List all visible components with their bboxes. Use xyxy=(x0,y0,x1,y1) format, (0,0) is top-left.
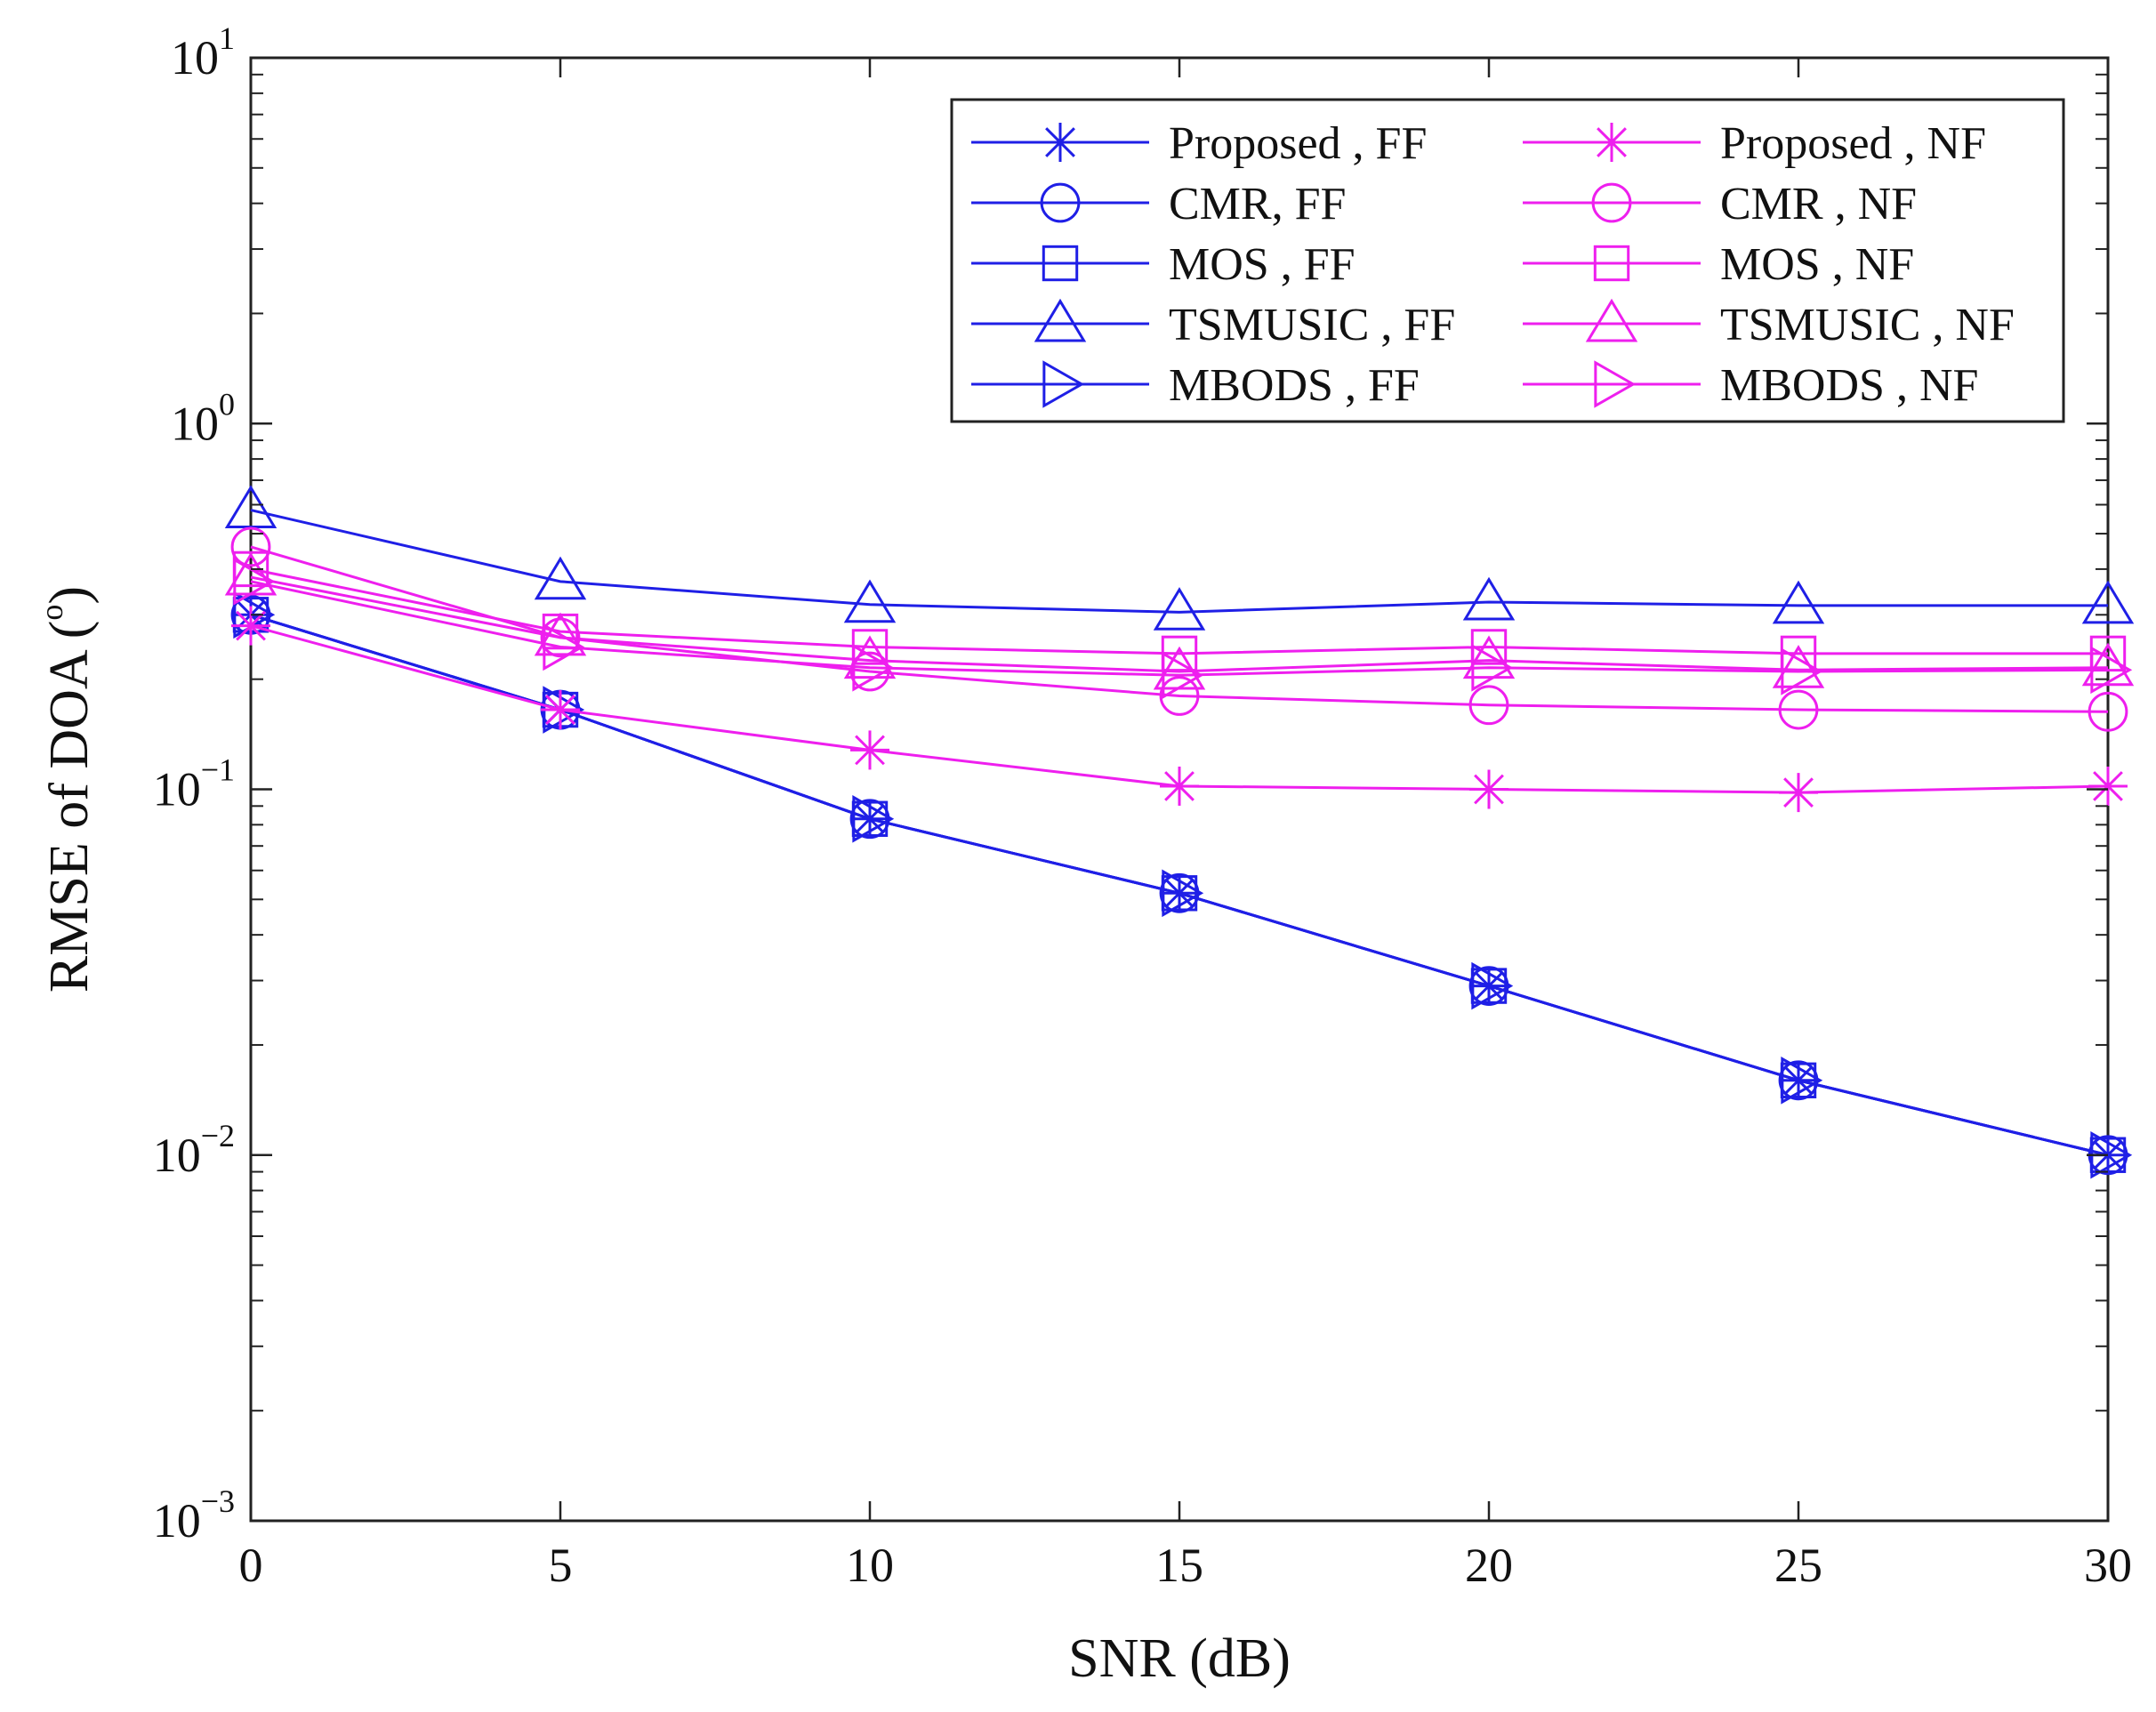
axes: 0 5 10 15 20 25 30 101 100 10−1 10−2 10−3 SNR (dB) RM… xyxy=(34,20,2132,1689)
legend-box xyxy=(950,98,2065,423)
x-axis-title: SNR (dB) xyxy=(1068,1628,1291,1689)
legend-label: TSMUSIC , NF xyxy=(1720,300,2015,350)
data-point xyxy=(233,558,276,606)
legend-label: CMR , NF xyxy=(1720,179,1917,229)
data-point xyxy=(534,556,587,600)
data-point xyxy=(1772,580,1825,624)
x-tick-label: 5 xyxy=(549,1539,573,1592)
data-point xyxy=(1778,689,1819,730)
data-point xyxy=(1160,766,1199,806)
legend-label: TSMUSIC , FF xyxy=(1169,300,1455,350)
legend-marker xyxy=(1034,298,1087,342)
data-point xyxy=(1462,635,1516,679)
series xyxy=(224,485,2135,631)
legend-item: MBODS , NF xyxy=(1523,360,1978,411)
data-point xyxy=(1471,961,1514,1010)
series xyxy=(231,606,2128,813)
data-point xyxy=(1779,773,1818,813)
legend-marker xyxy=(1593,245,1630,282)
data-point xyxy=(224,485,278,529)
data-point xyxy=(1778,1060,1819,1101)
legend-label: MBODS , NF xyxy=(1720,360,1978,411)
data-point xyxy=(2090,646,2133,695)
data-point xyxy=(1781,1057,1823,1105)
y-tick-label: 10−2 xyxy=(153,1118,235,1182)
data-point xyxy=(1468,966,1509,1006)
y-tick-label: 100 xyxy=(171,386,235,450)
series-line xyxy=(250,567,2108,655)
data-point xyxy=(849,799,890,840)
legend-marker xyxy=(1594,360,1637,408)
data-point xyxy=(1162,869,1204,918)
series-layer xyxy=(224,485,2135,1179)
x-tick-label: 20 xyxy=(1465,1539,1513,1592)
x-tick-label: 25 xyxy=(1774,1539,1822,1592)
legend-label: MBODS , FF xyxy=(1169,360,1420,411)
legend: Proposed , FF CMR, FF MOS , FF TSMUSIC , FF… xyxy=(950,98,2065,423)
legend-label: MOS , FF xyxy=(1169,239,1356,290)
data-point xyxy=(1159,676,1200,716)
legend-item: MBODS , FF xyxy=(971,360,1420,411)
legend-marker xyxy=(1041,123,1080,162)
series-line xyxy=(250,580,2109,677)
data-point xyxy=(843,635,897,679)
legend-item: MOS , FF xyxy=(971,239,1356,290)
y-tick-label: 10−1 xyxy=(153,752,235,816)
data-point xyxy=(852,794,895,843)
data-point xyxy=(1468,685,1509,726)
legend-item: Proposed , FF xyxy=(971,118,1427,169)
data-point xyxy=(2088,766,2128,806)
legend-marker xyxy=(1040,182,1081,223)
x-tick-label: 0 xyxy=(239,1539,263,1592)
legend-item: TSMUSIC , FF xyxy=(971,298,1455,350)
legend-label: CMR, FF xyxy=(1169,179,1346,229)
data-point xyxy=(1781,647,1823,695)
legend-marker xyxy=(1585,298,1638,342)
data-point xyxy=(1462,576,1516,621)
data-point xyxy=(852,643,895,692)
legend-item: CMR , NF xyxy=(1523,179,1917,229)
data-point xyxy=(2081,580,2135,624)
legend-marker xyxy=(1042,360,1085,408)
legend-label: MOS , NF xyxy=(1720,239,1914,290)
legend-item: CMR, FF xyxy=(971,179,1346,229)
data-point xyxy=(1471,643,1514,692)
x-tick-label: 10 xyxy=(846,1539,894,1592)
y-axis-title: RMSE of DOA (o) xyxy=(34,586,100,993)
data-point xyxy=(230,526,271,567)
series-line xyxy=(250,509,2108,614)
y-tick-label: 10−3 xyxy=(153,1483,235,1547)
legend-marker xyxy=(1591,182,1632,223)
legend-label: Proposed , NF xyxy=(1720,118,1986,169)
legend-label: Proposed , FF xyxy=(1169,118,1427,169)
x-tick-label: 30 xyxy=(2084,1539,2132,1592)
x-tick-label: 15 xyxy=(1155,1539,1203,1592)
legend-marker xyxy=(1592,123,1631,162)
data-point xyxy=(843,579,897,623)
legend-item: Proposed , NF xyxy=(1523,118,1986,169)
data-point xyxy=(850,730,889,770)
data-point xyxy=(541,690,580,730)
legend-item: TSMUSIC , NF xyxy=(1523,298,2015,350)
data-point xyxy=(540,617,581,658)
series xyxy=(233,558,2133,700)
legend-marker xyxy=(1042,245,1079,282)
data-point xyxy=(1153,587,1206,631)
data-point xyxy=(231,606,270,646)
data-point xyxy=(543,623,585,671)
y-tick-label: 101 xyxy=(171,20,235,84)
data-point xyxy=(534,612,587,656)
data-point xyxy=(1159,872,1200,913)
data-point xyxy=(2088,691,2128,732)
series-line xyxy=(250,575,2109,673)
data-point xyxy=(1162,651,1204,700)
legend-item: MOS , NF xyxy=(1523,239,1914,290)
data-point xyxy=(1469,769,1508,809)
